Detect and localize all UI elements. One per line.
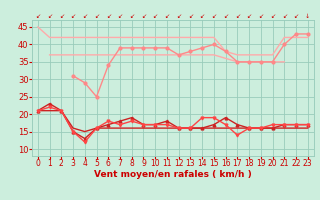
X-axis label: Vent moyen/en rafales ( km/h ): Vent moyen/en rafales ( km/h ) [94,170,252,179]
